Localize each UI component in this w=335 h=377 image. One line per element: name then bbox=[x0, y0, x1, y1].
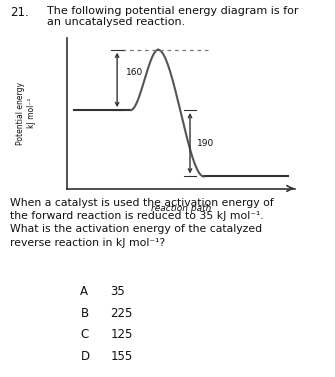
Text: D: D bbox=[80, 350, 89, 363]
Text: A: A bbox=[80, 285, 88, 297]
Text: The following potential energy diagram is for
an uncatalysed reaction.: The following potential energy diagram i… bbox=[47, 6, 298, 27]
Text: 225: 225 bbox=[111, 307, 133, 319]
Text: When a catalyst is used the activation energy of
the forward reaction is reduced: When a catalyst is used the activation e… bbox=[10, 198, 274, 248]
Text: 160: 160 bbox=[126, 68, 143, 77]
Text: B: B bbox=[80, 307, 88, 319]
Text: C: C bbox=[80, 328, 89, 341]
Text: Potential energy
kJ mol⁻¹: Potential energy kJ mol⁻¹ bbox=[16, 81, 36, 145]
Text: 190: 190 bbox=[197, 139, 214, 148]
Text: 21.: 21. bbox=[10, 6, 29, 18]
Text: 125: 125 bbox=[111, 328, 133, 341]
Text: 155: 155 bbox=[111, 350, 133, 363]
Text: reaction path: reaction path bbox=[151, 204, 211, 213]
Text: 35: 35 bbox=[111, 285, 125, 297]
